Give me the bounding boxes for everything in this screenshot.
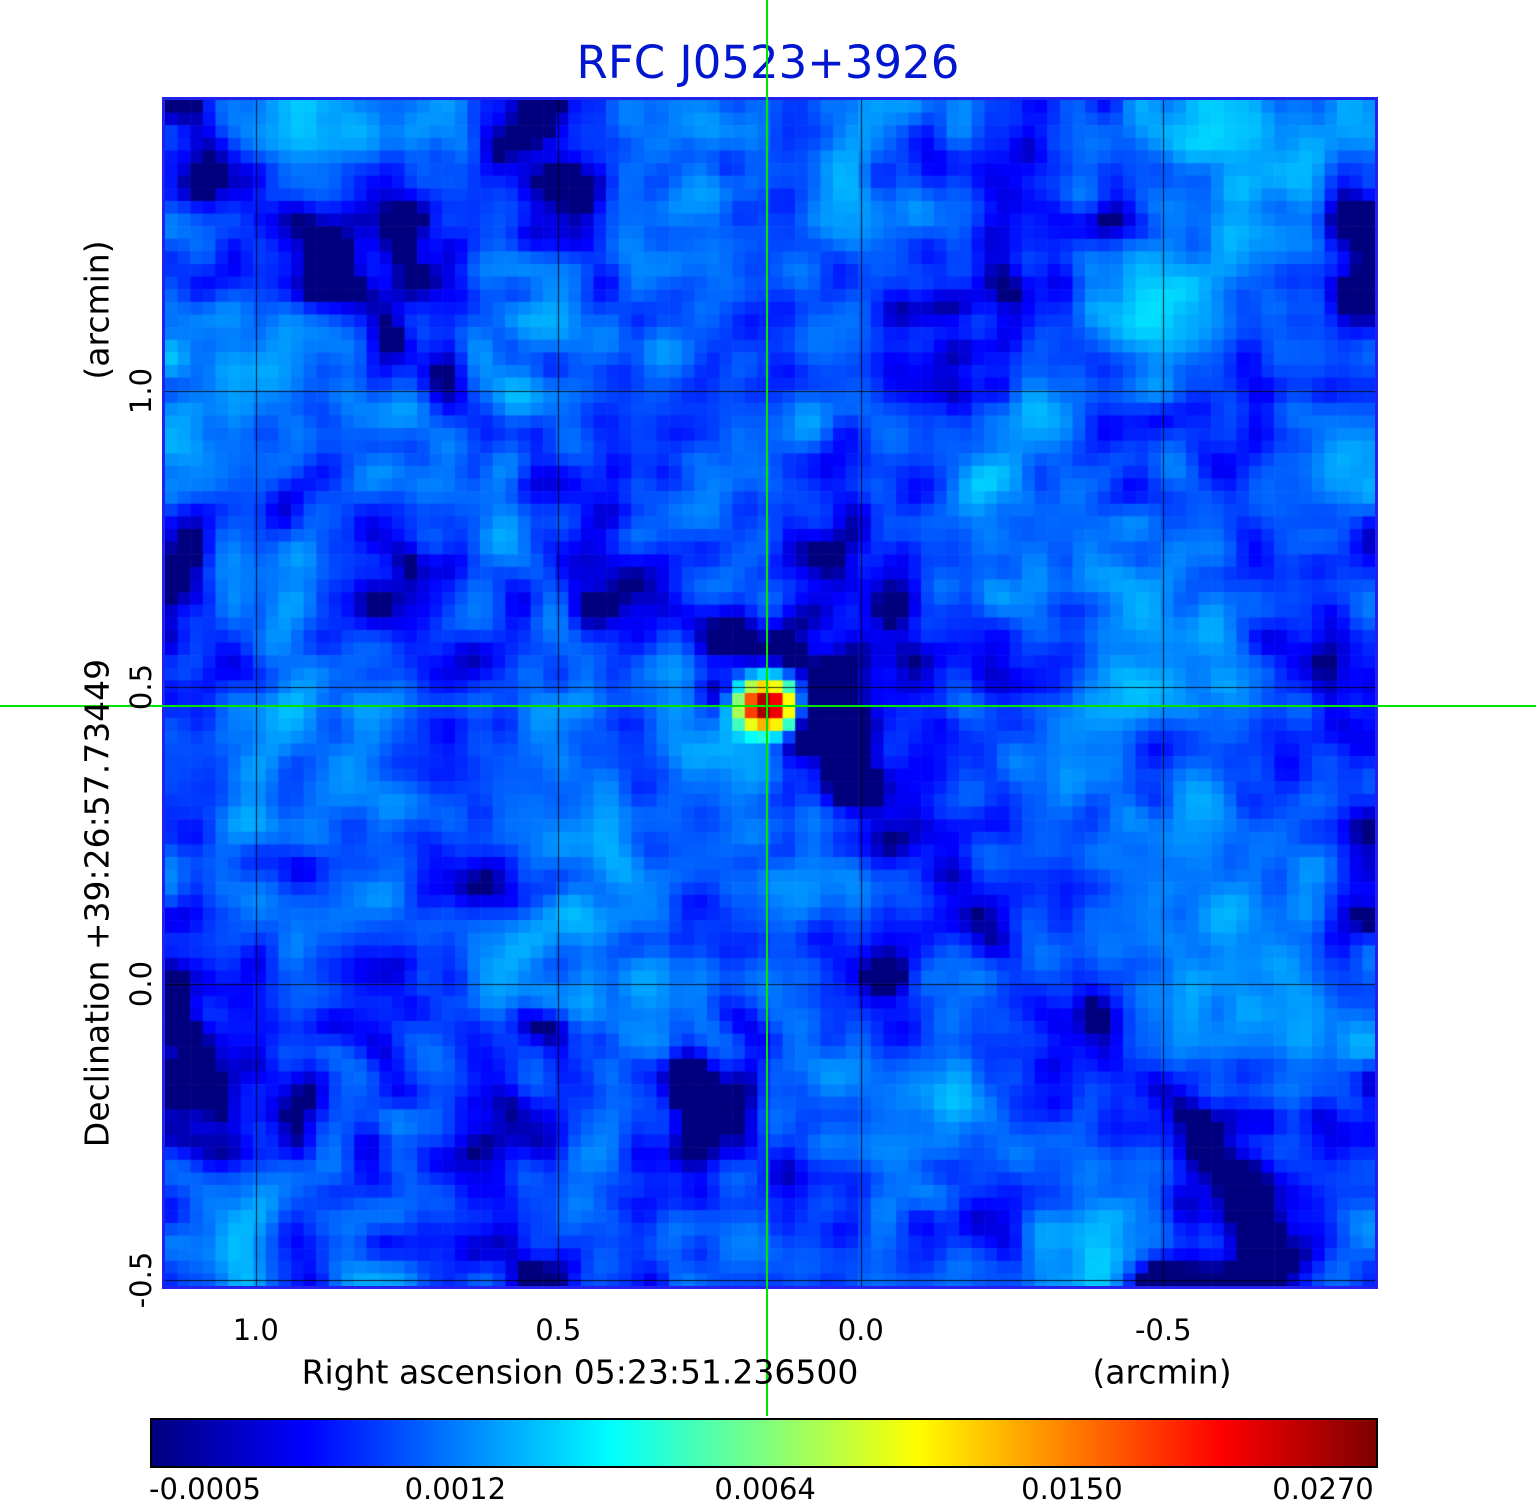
x-axis-unit-label: (arcmin) bbox=[1092, 1352, 1232, 1392]
x-axis-label: Right ascension 05:23:51.236500 bbox=[301, 1352, 859, 1392]
colorbar-tick-label: 0.0150 bbox=[1021, 1472, 1123, 1506]
radio-map-heatmap bbox=[165, 100, 1375, 1286]
y-axis-label: Declination +39:26:57.73449 bbox=[77, 658, 117, 1148]
y-axis-unit-label: (arcmin) bbox=[77, 240, 117, 380]
x-tick-label: 0.5 bbox=[535, 1313, 582, 1347]
y-tick-label: -0.5 bbox=[124, 1251, 158, 1309]
colorbar-tick-label: 0.0012 bbox=[404, 1472, 507, 1506]
colorbar-tick-label: 0.0270 bbox=[1272, 1472, 1374, 1506]
x-tick-label: -0.5 bbox=[1134, 1313, 1192, 1347]
colorbar-tick-label: -0.0005 bbox=[149, 1472, 261, 1506]
y-tick-label: 0.0 bbox=[124, 960, 158, 1007]
y-tick-label: 0.5 bbox=[124, 664, 158, 711]
x-tick-label: 1.0 bbox=[232, 1313, 279, 1347]
y-tick-label: 1.0 bbox=[124, 367, 158, 414]
x-tick-label: 0.0 bbox=[837, 1313, 884, 1347]
figure-title: RFC J0523+3926 bbox=[576, 36, 960, 89]
colorbar-tick-label: 0.0064 bbox=[714, 1472, 816, 1506]
colorbar bbox=[150, 1418, 1378, 1468]
